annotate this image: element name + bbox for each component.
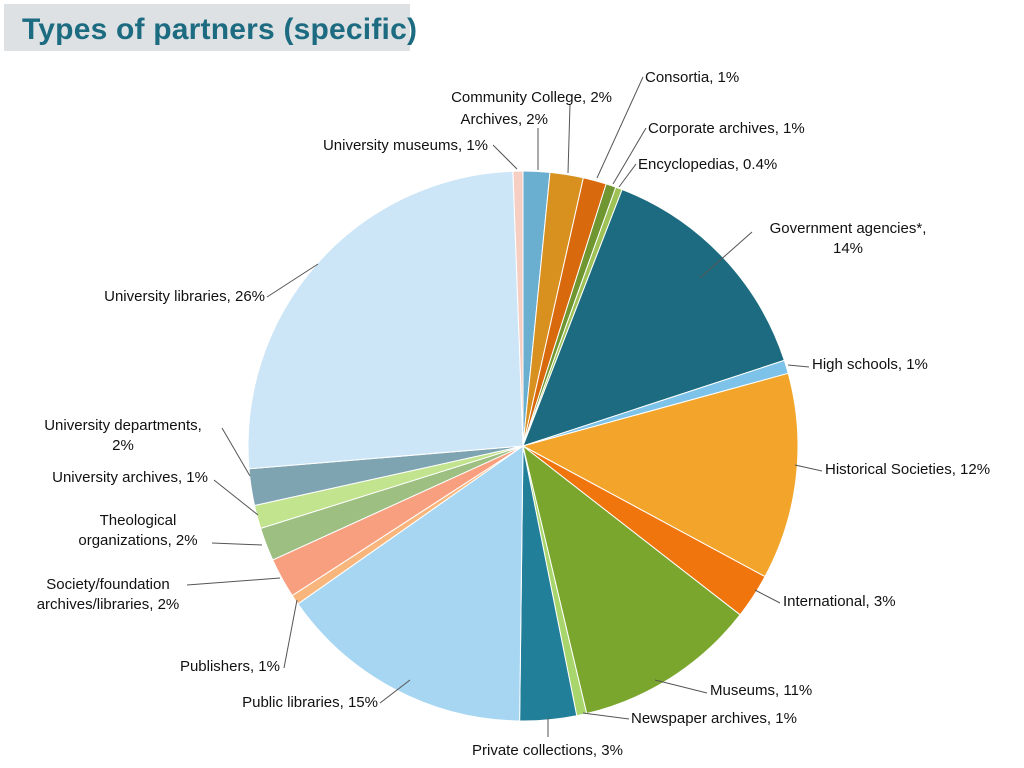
pie-slice — [522, 444, 741, 715]
leader-line — [754, 589, 781, 604]
pie-slice — [247, 170, 524, 470]
leader-line — [699, 231, 753, 279]
leader-line — [379, 679, 411, 704]
slice-label: Theological organizations, 2% — [78, 512, 197, 549]
leader-line — [283, 599, 298, 669]
leader-line — [612, 127, 647, 185]
leader-line — [787, 364, 810, 368]
leader-line — [186, 577, 281, 586]
leader-line — [596, 76, 644, 179]
slice-label: Community College, 2% — [451, 89, 612, 106]
leader-line — [492, 144, 518, 170]
slice-label: Archives, 2% — [460, 111, 548, 128]
leader-line — [567, 103, 571, 174]
leader-line — [618, 163, 637, 188]
slice-label: Public libraries, 15% — [242, 694, 378, 711]
leader-line — [211, 542, 263, 546]
slice-label: Newspaper archives, 1% — [631, 710, 797, 727]
pie-slice — [521, 372, 799, 578]
slice-label: Consortia, 1% — [645, 69, 739, 86]
leader-line — [794, 464, 823, 472]
slice-label: Museums, 11% — [710, 682, 812, 699]
slice-label: University archives, 1% — [52, 469, 208, 486]
leader-line — [654, 679, 708, 694]
chart-title: Types of partners (specific) — [22, 13, 418, 46]
slice-label: International, 3% — [783, 593, 896, 610]
slice-label: University libraries, 26% — [104, 288, 265, 305]
leader-line — [221, 427, 251, 477]
slice-label: Publishers, 1% — [180, 658, 280, 675]
leader-line — [266, 263, 319, 298]
slice-label: Historical Societies, 12% — [825, 461, 990, 478]
slice-label: University museums, 1% — [323, 137, 488, 154]
pie-slice — [522, 188, 785, 447]
slice-label: High schools, 1% — [812, 356, 928, 373]
slice-label: University departments, 2% — [44, 417, 202, 454]
slice-label: Private collections, 3% — [472, 742, 623, 759]
slice-label: Corporate archives, 1% — [648, 120, 805, 137]
leader-line — [582, 712, 630, 720]
pie-slice — [297, 445, 524, 722]
title-banner: Types of partners (specific) — [4, 4, 417, 51]
leader-line — [213, 479, 259, 516]
slice-label: Encyclopedias, 0.4% — [638, 156, 777, 173]
slice-label: Society/foundation archives/libraries, 2% — [37, 576, 180, 613]
slice-label: Government agencies*, 14% — [770, 220, 927, 257]
